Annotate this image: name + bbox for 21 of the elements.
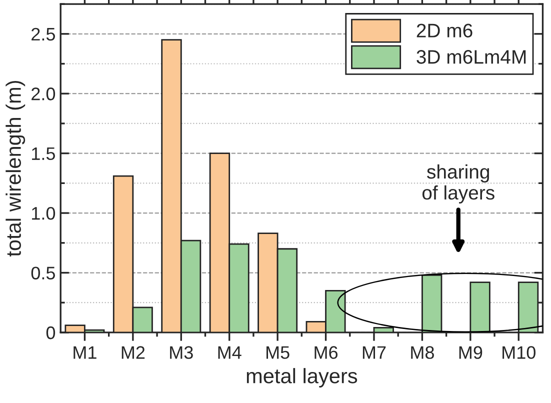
y-tick-label: 2.0 — [32, 88, 56, 100]
x-axis-title: metal layers — [246, 368, 358, 388]
x-tick-label: M2 — [122, 346, 145, 359]
x-tick-label: M10 — [502, 346, 536, 359]
x-tick-label: M8 — [411, 346, 434, 359]
x-tick-label: M7 — [362, 346, 386, 359]
x-tick-label: M9 — [459, 346, 482, 359]
x-tick-label: M4 — [218, 346, 242, 359]
y-tick-label: 0 — [46, 326, 56, 340]
legend-label: 3D m6Lm4M — [416, 50, 526, 64]
y-tick-label: 2.5 — [32, 28, 55, 41]
x-tick-label: M6 — [314, 346, 338, 359]
y-tick-label: 1.0 — [32, 206, 56, 220]
annotation: sharing of layers — [422, 164, 494, 204]
y-tick-label: 0.5 — [31, 266, 55, 280]
x-tick-label: M3 — [170, 346, 193, 359]
x-tick-label: M1 — [74, 346, 96, 359]
legend-label: 2D m6 — [416, 24, 472, 38]
y-axis-title: total wirelength (m) — [6, 80, 26, 257]
x-tick-label: M5 — [266, 346, 290, 359]
y-tick-label: 1.5 — [32, 147, 55, 160]
